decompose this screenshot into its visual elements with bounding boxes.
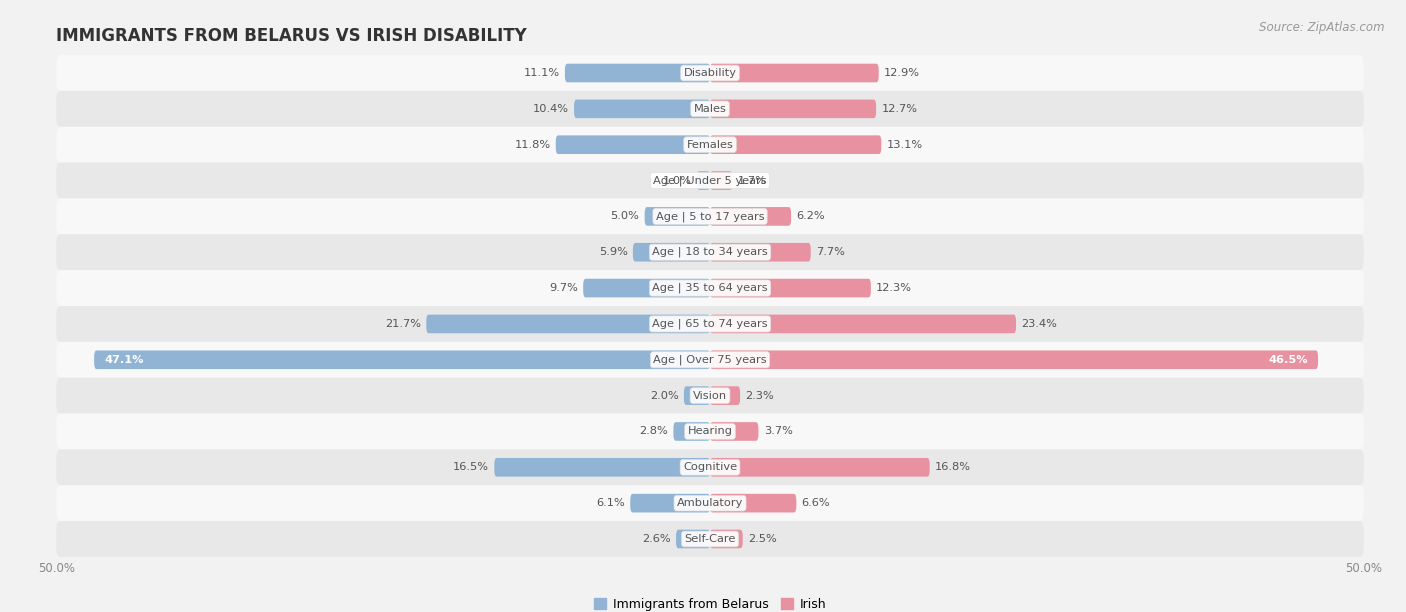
FancyBboxPatch shape <box>710 207 792 226</box>
Legend: Immigrants from Belarus, Irish: Immigrants from Belarus, Irish <box>589 593 831 612</box>
Text: 47.1%: 47.1% <box>104 355 145 365</box>
Text: Females: Females <box>686 140 734 150</box>
Text: 23.4%: 23.4% <box>1021 319 1057 329</box>
FancyBboxPatch shape <box>630 494 710 512</box>
FancyBboxPatch shape <box>574 100 710 118</box>
Text: 6.1%: 6.1% <box>596 498 626 508</box>
Text: 2.8%: 2.8% <box>640 427 668 436</box>
Text: 2.5%: 2.5% <box>748 534 776 544</box>
Text: 5.9%: 5.9% <box>599 247 627 257</box>
FancyBboxPatch shape <box>710 494 796 512</box>
Text: 12.3%: 12.3% <box>876 283 912 293</box>
FancyBboxPatch shape <box>56 449 1364 485</box>
Text: 2.3%: 2.3% <box>745 390 775 401</box>
FancyBboxPatch shape <box>710 422 758 441</box>
FancyBboxPatch shape <box>495 458 710 477</box>
FancyBboxPatch shape <box>56 234 1364 270</box>
FancyBboxPatch shape <box>683 386 710 405</box>
FancyBboxPatch shape <box>644 207 710 226</box>
FancyBboxPatch shape <box>56 342 1364 378</box>
Text: 2.0%: 2.0% <box>650 390 679 401</box>
FancyBboxPatch shape <box>676 529 710 548</box>
Text: Age | 18 to 34 years: Age | 18 to 34 years <box>652 247 768 258</box>
FancyBboxPatch shape <box>56 163 1364 198</box>
Text: 9.7%: 9.7% <box>550 283 578 293</box>
Text: IMMIGRANTS FROM BELARUS VS IRISH DISABILITY: IMMIGRANTS FROM BELARUS VS IRISH DISABIL… <box>56 27 527 45</box>
FancyBboxPatch shape <box>633 243 710 261</box>
FancyBboxPatch shape <box>710 458 929 477</box>
Text: 46.5%: 46.5% <box>1268 355 1308 365</box>
Text: Age | Over 75 years: Age | Over 75 years <box>654 354 766 365</box>
FancyBboxPatch shape <box>710 278 870 297</box>
FancyBboxPatch shape <box>56 55 1364 91</box>
FancyBboxPatch shape <box>555 135 710 154</box>
Text: 11.1%: 11.1% <box>523 68 560 78</box>
Text: 12.7%: 12.7% <box>882 104 917 114</box>
Text: 16.5%: 16.5% <box>453 462 489 472</box>
FancyBboxPatch shape <box>710 171 733 190</box>
Text: Self-Care: Self-Care <box>685 534 735 544</box>
Text: 6.2%: 6.2% <box>796 211 825 222</box>
FancyBboxPatch shape <box>56 485 1364 521</box>
FancyBboxPatch shape <box>56 414 1364 449</box>
FancyBboxPatch shape <box>56 91 1364 127</box>
FancyBboxPatch shape <box>56 270 1364 306</box>
FancyBboxPatch shape <box>710 351 1317 369</box>
Text: 7.7%: 7.7% <box>815 247 845 257</box>
Text: 12.9%: 12.9% <box>884 68 920 78</box>
Text: 11.8%: 11.8% <box>515 140 551 150</box>
FancyBboxPatch shape <box>710 243 811 261</box>
FancyBboxPatch shape <box>56 127 1364 163</box>
Text: 16.8%: 16.8% <box>935 462 972 472</box>
FancyBboxPatch shape <box>710 386 740 405</box>
Text: 6.6%: 6.6% <box>801 498 830 508</box>
FancyBboxPatch shape <box>56 521 1364 557</box>
Text: Males: Males <box>693 104 727 114</box>
FancyBboxPatch shape <box>56 306 1364 342</box>
Text: 13.1%: 13.1% <box>887 140 922 150</box>
FancyBboxPatch shape <box>673 422 710 441</box>
Text: Hearing: Hearing <box>688 427 733 436</box>
Text: 3.7%: 3.7% <box>763 427 793 436</box>
FancyBboxPatch shape <box>710 315 1017 334</box>
Text: Age | Under 5 years: Age | Under 5 years <box>654 175 766 186</box>
FancyBboxPatch shape <box>56 198 1364 234</box>
Text: Ambulatory: Ambulatory <box>676 498 744 508</box>
Text: Age | 65 to 74 years: Age | 65 to 74 years <box>652 319 768 329</box>
Text: Age | 5 to 17 years: Age | 5 to 17 years <box>655 211 765 222</box>
Text: 10.4%: 10.4% <box>533 104 569 114</box>
Text: Vision: Vision <box>693 390 727 401</box>
FancyBboxPatch shape <box>710 100 876 118</box>
Text: 1.7%: 1.7% <box>738 176 766 185</box>
FancyBboxPatch shape <box>710 135 882 154</box>
Text: 21.7%: 21.7% <box>385 319 420 329</box>
Text: 2.6%: 2.6% <box>643 534 671 544</box>
Text: Disability: Disability <box>683 68 737 78</box>
FancyBboxPatch shape <box>697 171 710 190</box>
FancyBboxPatch shape <box>94 351 710 369</box>
FancyBboxPatch shape <box>583 278 710 297</box>
Text: 1.0%: 1.0% <box>662 176 692 185</box>
Text: Age | 35 to 64 years: Age | 35 to 64 years <box>652 283 768 293</box>
FancyBboxPatch shape <box>426 315 710 334</box>
Text: Source: ZipAtlas.com: Source: ZipAtlas.com <box>1260 21 1385 34</box>
FancyBboxPatch shape <box>710 529 742 548</box>
Text: 5.0%: 5.0% <box>610 211 640 222</box>
FancyBboxPatch shape <box>710 64 879 83</box>
FancyBboxPatch shape <box>565 64 710 83</box>
FancyBboxPatch shape <box>56 378 1364 414</box>
Text: Cognitive: Cognitive <box>683 462 737 472</box>
